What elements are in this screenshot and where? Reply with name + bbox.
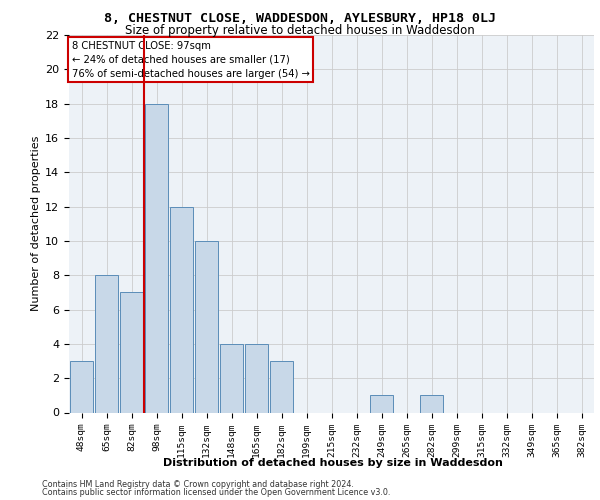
Bar	[95, 275, 118, 412]
Text: Contains public sector information licensed under the Open Government Licence v3: Contains public sector information licen…	[42, 488, 391, 497]
Bar	[370, 396, 394, 412]
Bar	[119, 292, 143, 412]
Bar	[245, 344, 268, 412]
Y-axis label: Number of detached properties: Number of detached properties	[31, 136, 41, 312]
Bar	[145, 104, 169, 412]
Bar	[220, 344, 244, 412]
Text: 8 CHESTNUT CLOSE: 97sqm
← 24% of detached houses are smaller (17)
76% of semi-de: 8 CHESTNUT CLOSE: 97sqm ← 24% of detache…	[71, 40, 310, 78]
Bar	[70, 361, 94, 412]
Text: Distribution of detached houses by size in Waddesdon: Distribution of detached houses by size …	[163, 458, 503, 468]
Bar	[170, 206, 193, 412]
Bar	[419, 396, 443, 412]
Bar	[194, 241, 218, 412]
Text: 8, CHESTNUT CLOSE, WADDESDON, AYLESBURY, HP18 0LJ: 8, CHESTNUT CLOSE, WADDESDON, AYLESBURY,…	[104, 12, 496, 26]
Text: Size of property relative to detached houses in Waddesdon: Size of property relative to detached ho…	[125, 24, 475, 37]
Bar	[269, 361, 293, 412]
Text: Contains HM Land Registry data © Crown copyright and database right 2024.: Contains HM Land Registry data © Crown c…	[42, 480, 354, 489]
